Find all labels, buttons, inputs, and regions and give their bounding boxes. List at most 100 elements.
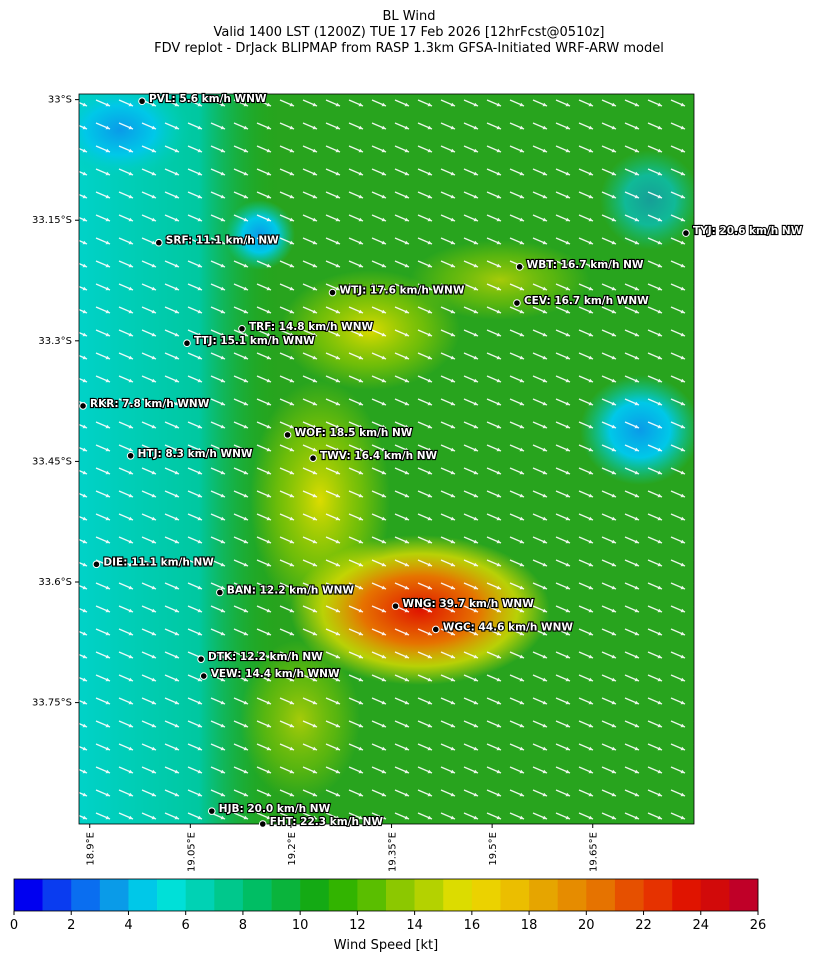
- map-frame: [78, 93, 695, 825]
- station-marker: [126, 451, 135, 460]
- colorbar-swatch: [42, 879, 72, 911]
- colorbar-swatch: [242, 879, 272, 911]
- station-label: TRF: 14.8 km/h WNW: [249, 321, 374, 333]
- colorbar-swatch: [586, 879, 616, 911]
- x-tick-label: 19.5°E: [488, 832, 499, 866]
- colorbar-swatch: [471, 879, 501, 911]
- colorbar-swatch: [614, 879, 644, 911]
- colorbar-tick-label: 8: [239, 918, 247, 933]
- colorbar-swatch: [500, 879, 530, 911]
- y-tick-label: 33.15°S: [32, 215, 72, 226]
- station-marker: [79, 402, 87, 410]
- x-tick-label: 18.9°E: [86, 832, 97, 866]
- station-marker: [513, 299, 521, 307]
- station-marker: [197, 655, 205, 663]
- station-label: HTJ: 8.3 km/h WNW: [138, 448, 253, 460]
- colorbar-tick-label: 10: [292, 918, 309, 933]
- subtitle: Valid 1400 LST (1200Z) TUE 17 Feb 2026 […: [213, 25, 604, 40]
- station-label: DIE: 11.1 km/h NW: [103, 556, 214, 568]
- station-label: WTJ: 17.6 km/h WNW: [340, 285, 465, 297]
- y-tick-label: 33.6°S: [38, 577, 72, 588]
- colorbar-tick-label: 12: [349, 918, 366, 933]
- colorbar-swatch: [643, 879, 673, 911]
- x-tick-label: 19.35°E: [388, 832, 399, 872]
- station-marker: [216, 588, 224, 597]
- station-marker: [155, 238, 163, 247]
- x-tick-label: 19.65°E: [589, 832, 600, 872]
- station-marker: [199, 672, 208, 680]
- y-tick-label: 33.3°S: [38, 336, 72, 347]
- station-marker: [283, 431, 292, 439]
- colorbar-label: Wind Speed [kt]: [334, 938, 438, 953]
- station-marker: [309, 454, 317, 462]
- station-label: RKR: 7.8 km/h WNW: [90, 398, 210, 410]
- station-label: DTK: 12.2 km/h NW: [208, 651, 323, 663]
- colorbar-tick-label: 0: [10, 918, 18, 933]
- colorbar-swatch: [214, 879, 244, 911]
- colorbar-frame: [13, 878, 759, 912]
- colorbar-tick-label: 2: [67, 918, 75, 933]
- colorbar-tick-label: 16: [464, 918, 481, 933]
- station-label: TYJ: 20.6 km/h NW: [693, 225, 803, 237]
- colorbar-swatch: [700, 879, 730, 911]
- station-marker: [207, 807, 216, 815]
- station-label: SRF: 11.1 km/h NW: [166, 235, 279, 247]
- station-label: WOF: 18.5 km/h NW: [295, 427, 413, 439]
- colorbar-swatch: [271, 879, 301, 911]
- y-tick-label: 33.45°S: [32, 456, 72, 467]
- colorbar-swatch: [357, 879, 387, 911]
- wind-field: [79, 94, 694, 824]
- station-marker: [183, 339, 191, 348]
- station-marker: [238, 324, 246, 333]
- station-marker: [258, 820, 267, 828]
- station-marker: [515, 263, 524, 271]
- colorbar-tick-label: 22: [635, 918, 652, 933]
- station-marker: [391, 602, 400, 610]
- station-marker: [328, 288, 337, 297]
- colorbar-swatch: [99, 879, 129, 911]
- x-tick-label: 19.2°E: [287, 832, 298, 866]
- colorbar-swatch: [300, 879, 330, 911]
- station-label: TTJ: 15.1 km/h WNW: [194, 335, 315, 347]
- colorbar-swatch: [71, 879, 101, 911]
- station-label: VEW: 14.4 km/h WNW: [211, 668, 340, 680]
- colorbar-swatch: [128, 879, 158, 911]
- station-marker: [431, 625, 440, 634]
- colorbar-swatch: [157, 879, 186, 911]
- colorbar-swatch: [729, 879, 759, 911]
- station-label: BAN: 12.2 km/h WNW: [227, 584, 355, 596]
- colorbar-tick-label: 26: [750, 918, 767, 933]
- colorbar-swatch: [185, 879, 215, 911]
- colorbar-swatch: [414, 879, 444, 911]
- subtitle: FDV replot - DrJack BLIPMAP from RASP 1.…: [154, 41, 664, 56]
- colorbar-tick-label: 4: [124, 918, 132, 933]
- colorbar-swatch: [386, 879, 415, 911]
- y-tick-label: 33.75°S: [32, 698, 72, 709]
- y-tick-label: 33°S: [48, 95, 72, 106]
- station-label: HJB: 20.0 km/h NW: [219, 803, 331, 815]
- title: BL Wind: [383, 9, 436, 24]
- colorbar-swatch: [328, 879, 358, 911]
- station-marker: [682, 229, 690, 237]
- colorbar-swatch: [443, 879, 473, 911]
- station-label: CEV: 16.7 km/h WNW: [524, 295, 649, 307]
- station-label: WBT: 16.7 km/h NW: [527, 259, 644, 271]
- colorbar-tick-label: 14: [406, 918, 423, 933]
- colorbar-tick-label: 24: [692, 918, 709, 933]
- station-label: PVL: 5.6 km/h WNW: [149, 93, 267, 105]
- colorbar-swatch: [557, 879, 587, 911]
- colorbar-tick-label: 20: [578, 918, 595, 933]
- colorbar-tick-label: 18: [521, 918, 538, 933]
- station-label: WGC: 44.6 km/h WNW: [443, 621, 574, 633]
- station-label: TWV: 16.4 km/h NW: [320, 450, 437, 462]
- station-marker: [138, 97, 146, 106]
- station-label: FHT: 22.3 km/h NW: [270, 816, 384, 828]
- colorbar-swatch: [14, 879, 43, 911]
- colorbar-swatch: [672, 879, 702, 911]
- station-marker: [92, 560, 101, 569]
- colorbar-swatch: [529, 879, 558, 911]
- station-label: WNG: 39.7 km/h WNW: [403, 598, 535, 610]
- x-tick-label: 19.05°E: [186, 832, 197, 872]
- colorbar-tick-label: 6: [182, 918, 190, 933]
